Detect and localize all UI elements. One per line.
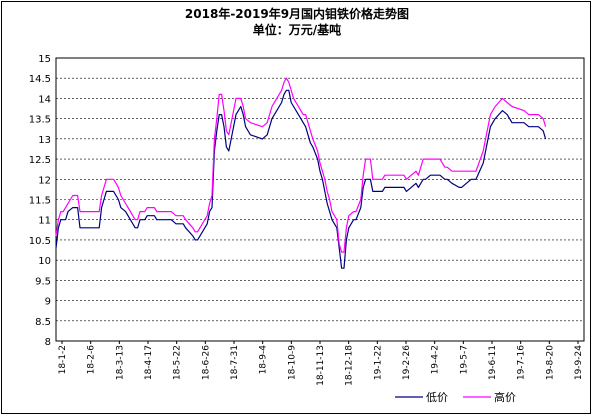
legend-label: 低价 bbox=[426, 391, 448, 404]
legend: 低价 高价 bbox=[395, 390, 516, 404]
x-tick-label: 18-3-13 bbox=[115, 345, 125, 380]
series-line-low bbox=[55, 89, 547, 269]
y-tick-label: 12.5 bbox=[29, 155, 51, 166]
y-tick-label: 10.5 bbox=[29, 236, 51, 247]
x-tick-label: 18-4-17 bbox=[144, 345, 154, 380]
x-tick-label: 18-7-31 bbox=[230, 345, 240, 380]
y-tick-label: 12 bbox=[38, 175, 51, 186]
x-tick-label: 19-8-20 bbox=[545, 345, 555, 380]
x-tick-label: 18-10-9 bbox=[287, 345, 297, 380]
y-axis: 8 8.5 9 9.5 10 10.5 11 11.5 12 12.5 13 13.5 14 14.5 15 bbox=[29, 54, 51, 348]
x-tick-label: 18-12-18 bbox=[345, 345, 355, 386]
y-tick-label: 10 bbox=[38, 256, 51, 267]
x-tick-label: 19-7-16 bbox=[517, 345, 527, 380]
legend-label: 高价 bbox=[494, 390, 516, 404]
series-line-high bbox=[55, 77, 547, 253]
x-tick-label: 18-6-26 bbox=[201, 345, 211, 380]
x-tick-label: 18-9-4 bbox=[259, 345, 269, 375]
x-tick-label: 19-6-11 bbox=[488, 345, 498, 380]
x-tick-label: 19-5-7 bbox=[459, 345, 469, 374]
y-tick-label: 8 bbox=[45, 337, 51, 348]
chart-subtitle: 单位：万元/基吨 bbox=[252, 23, 342, 37]
x-tick-label: 18-2-6 bbox=[87, 345, 97, 375]
y-tick-label: 9.5 bbox=[35, 276, 51, 287]
x-tick-label: 19-2-26 bbox=[402, 345, 412, 380]
y-tick-label: 15 bbox=[38, 54, 51, 65]
y-tick-label: 11.5 bbox=[29, 196, 51, 207]
y-tick-label: 14 bbox=[38, 94, 51, 105]
grid-lines bbox=[56, 77, 584, 322]
x-tick-label: 19-9-24 bbox=[574, 345, 584, 380]
x-tick-label: 19-4-2 bbox=[431, 345, 441, 374]
x-tick-label: 18-11-13 bbox=[316, 345, 326, 386]
y-tick-label: 9 bbox=[45, 297, 51, 308]
chart-title: 2018年-2019年9月国内钼铁价格走势图 bbox=[184, 7, 410, 21]
x-tick-label: 19-1-22 bbox=[373, 345, 383, 380]
x-tick-label: 18-1-2 bbox=[58, 345, 68, 374]
x-axis: 18-1-2 18-2-6 18-3-13 18-4-17 18-5-22 18-6-26… bbox=[58, 341, 584, 386]
y-tick-label: 8.5 bbox=[35, 317, 51, 328]
y-tick-label: 11 bbox=[38, 216, 51, 227]
y-tick-label: 14.5 bbox=[29, 74, 51, 85]
y-tick-label: 13 bbox=[38, 135, 51, 146]
series-lines bbox=[55, 77, 547, 269]
y-tick-label: 13.5 bbox=[29, 115, 51, 126]
x-tick-label: 18-5-22 bbox=[173, 345, 183, 380]
